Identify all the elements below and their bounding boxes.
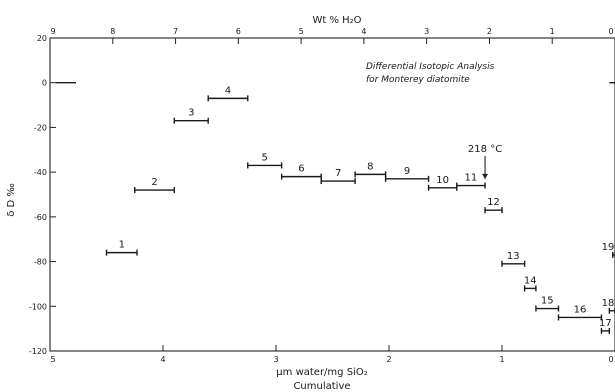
x-tick-label-top: 4 (361, 27, 366, 36)
annotation-arrow-head (482, 173, 489, 179)
step-label: 10 (436, 175, 449, 186)
x-tick-label-top: 0 (608, 27, 613, 36)
x-axis-bottom: 5 4 3 2 1 0 (49, 345, 615, 364)
x-tick-label-top: 2 (487, 27, 492, 36)
step-label: 7 (335, 168, 341, 179)
x-tick-label-top: 5 (299, 27, 304, 36)
step-label: 13 (507, 251, 520, 262)
y-tick-label: -40 (34, 168, 47, 177)
y-tick-label: -120 (29, 347, 47, 356)
step-label: 11 (465, 173, 478, 184)
x-tick-label-top: 8 (110, 27, 115, 36)
step-label: 1 (119, 240, 125, 251)
step-label: 12 (487, 197, 500, 208)
chart-subtitle: for Monterey diatomite (366, 75, 470, 85)
y-tick-label: 20 (37, 34, 47, 43)
step-label: 8 (367, 161, 373, 172)
x-tick-label-bottom: 3 (273, 355, 278, 364)
y-tick-label: -80 (34, 258, 47, 267)
y-tick-label: -20 (34, 123, 47, 132)
step-label: 3 (188, 108, 194, 119)
x-tick-label-bottom: 1 (499, 355, 504, 364)
step-label: 14 (524, 275, 537, 286)
x-tick-label-top: 9 (50, 27, 55, 36)
step-label: 18 (602, 298, 615, 309)
temperature-annotation: 218 °C (468, 144, 502, 179)
y-axis: 20 0 -20 -40 -60 -80 -100 -120 (29, 34, 56, 356)
x-tick-label-bottom: 2 (386, 355, 391, 364)
y-tick-label: 0 (42, 79, 47, 88)
y-tick-label: -100 (29, 302, 47, 311)
chart-title: Differential Isotopic Analysis (366, 62, 495, 72)
x-axis-top: 9 8 7 6 5 4 3 2 1 0 (49, 27, 615, 44)
x-tick-label-bottom: 5 (50, 355, 55, 364)
bottom-axis-sublabel: Cumulative (293, 381, 350, 392)
x-tick-label-top: 6 (236, 27, 241, 36)
y-axis-label: δ D ‰ (6, 183, 17, 217)
step-label: 9 (404, 166, 410, 177)
top-axis-label: Wt % H₂O (312, 15, 361, 26)
step-label: 17 (599, 318, 612, 329)
step-label: 2 (151, 177, 157, 188)
step-label: 19 (602, 242, 615, 253)
annotation-label: 218 °C (468, 144, 502, 155)
step-label: 6 (298, 164, 304, 175)
step-label: 15 (541, 296, 554, 307)
x-tick-label-bottom: 4 (160, 355, 165, 364)
x-tick-label-top: 3 (424, 27, 429, 36)
x-tick-label-bottom: 0 (608, 355, 613, 364)
step-label: 5 (262, 152, 268, 163)
step-label: 4 (225, 85, 231, 96)
x-tick-label-top: 1 (550, 27, 555, 36)
step-label: 16 (574, 304, 587, 315)
y-tick-label: -60 (34, 213, 47, 222)
bottom-axis-label: μm water/mg SiO₂ (276, 367, 367, 378)
x-tick-label-top: 7 (173, 27, 178, 36)
plot-frame (49, 37, 615, 352)
